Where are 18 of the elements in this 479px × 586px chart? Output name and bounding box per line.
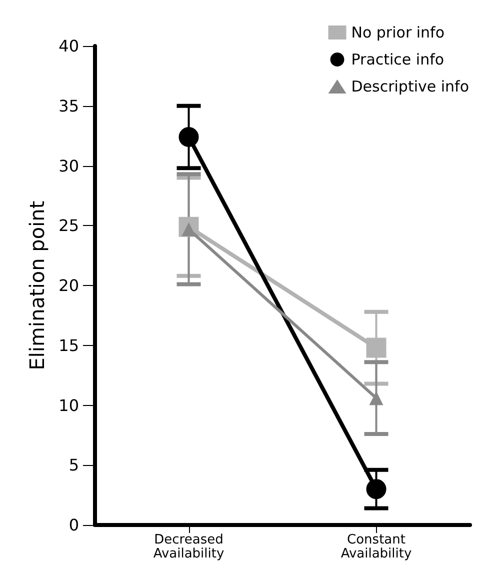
point (366, 479, 386, 500)
legend-label: No prior info (351, 24, 445, 42)
y-tick-label: 10 (58, 396, 79, 415)
y-tick-label: 35 (58, 96, 79, 116)
y-tick-label: 0 (68, 516, 79, 534)
y-tick-label: 30 (58, 156, 79, 176)
y-axis-title: Elimination point (25, 200, 49, 370)
point (366, 338, 386, 358)
x-tick-label: Decreased Availability (153, 532, 224, 562)
y-tick-label: 5 (68, 456, 79, 475)
x-tick-label: Constant Availability (340, 532, 412, 562)
y-tick-label: 15 (58, 336, 79, 355)
y-tick-label: 40 (58, 36, 79, 56)
legend-label: Practice info (351, 50, 444, 68)
point (178, 127, 199, 148)
y-tick-label: 20 (58, 276, 79, 295)
legend-label: Descriptive info (351, 78, 470, 96)
y-tick-label: 25 (58, 216, 79, 236)
